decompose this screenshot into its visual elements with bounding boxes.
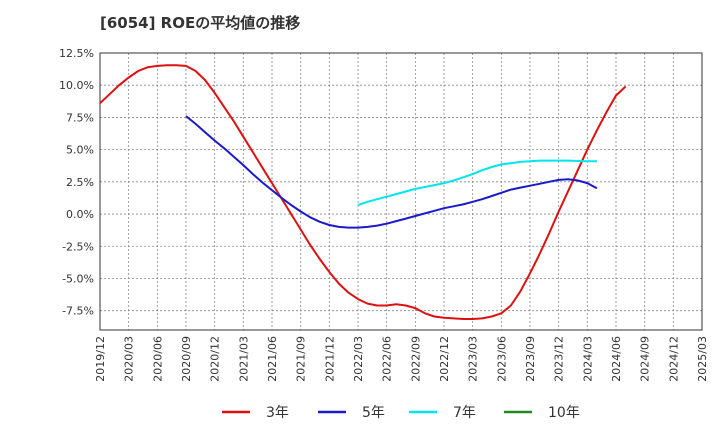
legend-label: 10年 bbox=[548, 405, 580, 421]
y-tick-label: 5.0% bbox=[66, 144, 94, 157]
x-tick-label: 2024/03 bbox=[581, 336, 594, 382]
x-tick-label: 2023/12 bbox=[553, 336, 566, 382]
x-tick-label: 2021/06 bbox=[266, 336, 279, 382]
x-tick-label: 2024/12 bbox=[667, 336, 680, 382]
x-tick-label: 2023/09 bbox=[524, 336, 537, 382]
x-tick-label: 2020/06 bbox=[151, 336, 164, 382]
y-tick-label: 0.0% bbox=[66, 208, 94, 221]
x-tick-label: 2021/12 bbox=[323, 336, 336, 382]
y-tick-label: -7.5% bbox=[62, 305, 94, 318]
x-tick-label: 2024/09 bbox=[639, 336, 652, 382]
x-tick-label: 2019/12 bbox=[94, 336, 107, 382]
x-tick-label: 2022/09 bbox=[409, 336, 422, 382]
y-tick-label: 12.5% bbox=[59, 47, 94, 60]
y-tick-label: 10.0% bbox=[59, 79, 94, 92]
plot-area bbox=[99, 52, 703, 331]
y-tick-label: -2.5% bbox=[62, 240, 94, 253]
x-tick-label: 2020/09 bbox=[180, 336, 193, 382]
y-tick-label: 2.5% bbox=[66, 176, 94, 189]
legend-item: 3年 bbox=[222, 405, 289, 421]
x-tick-label: 2020/03 bbox=[123, 336, 136, 382]
legend-label: 3年 bbox=[266, 405, 289, 421]
plot-border bbox=[99, 52, 703, 331]
legend-item: 5年 bbox=[318, 405, 385, 421]
legend-item: 10年 bbox=[504, 405, 580, 421]
x-tick-label: 2023/06 bbox=[495, 336, 508, 382]
x-tick-label: 2025/03 bbox=[696, 336, 709, 382]
y-tick-label: 7.5% bbox=[66, 111, 94, 124]
x-tick-label: 2022/06 bbox=[381, 336, 394, 382]
legend-label: 7年 bbox=[453, 405, 476, 421]
x-tick-label: 2022/03 bbox=[352, 336, 365, 382]
x-tick-label: 2021/09 bbox=[295, 336, 308, 382]
series-line-0 bbox=[99, 64, 627, 320]
legend-item: 7年 bbox=[409, 405, 476, 421]
x-tick-label: 2024/06 bbox=[610, 336, 623, 382]
legend-label: 5年 bbox=[362, 405, 385, 421]
series-line-2 bbox=[357, 159, 597, 206]
x-tick-label: 2023/03 bbox=[467, 336, 480, 382]
chart-title: [6054] ROEの平均値の推移 bbox=[100, 14, 301, 32]
x-tick-label: 2021/03 bbox=[237, 336, 250, 382]
x-tick-label: 2020/12 bbox=[209, 336, 222, 382]
y-tick-label: -5.0% bbox=[62, 272, 94, 285]
series-line-1 bbox=[185, 115, 598, 229]
x-tick-label: 2022/12 bbox=[438, 336, 451, 382]
